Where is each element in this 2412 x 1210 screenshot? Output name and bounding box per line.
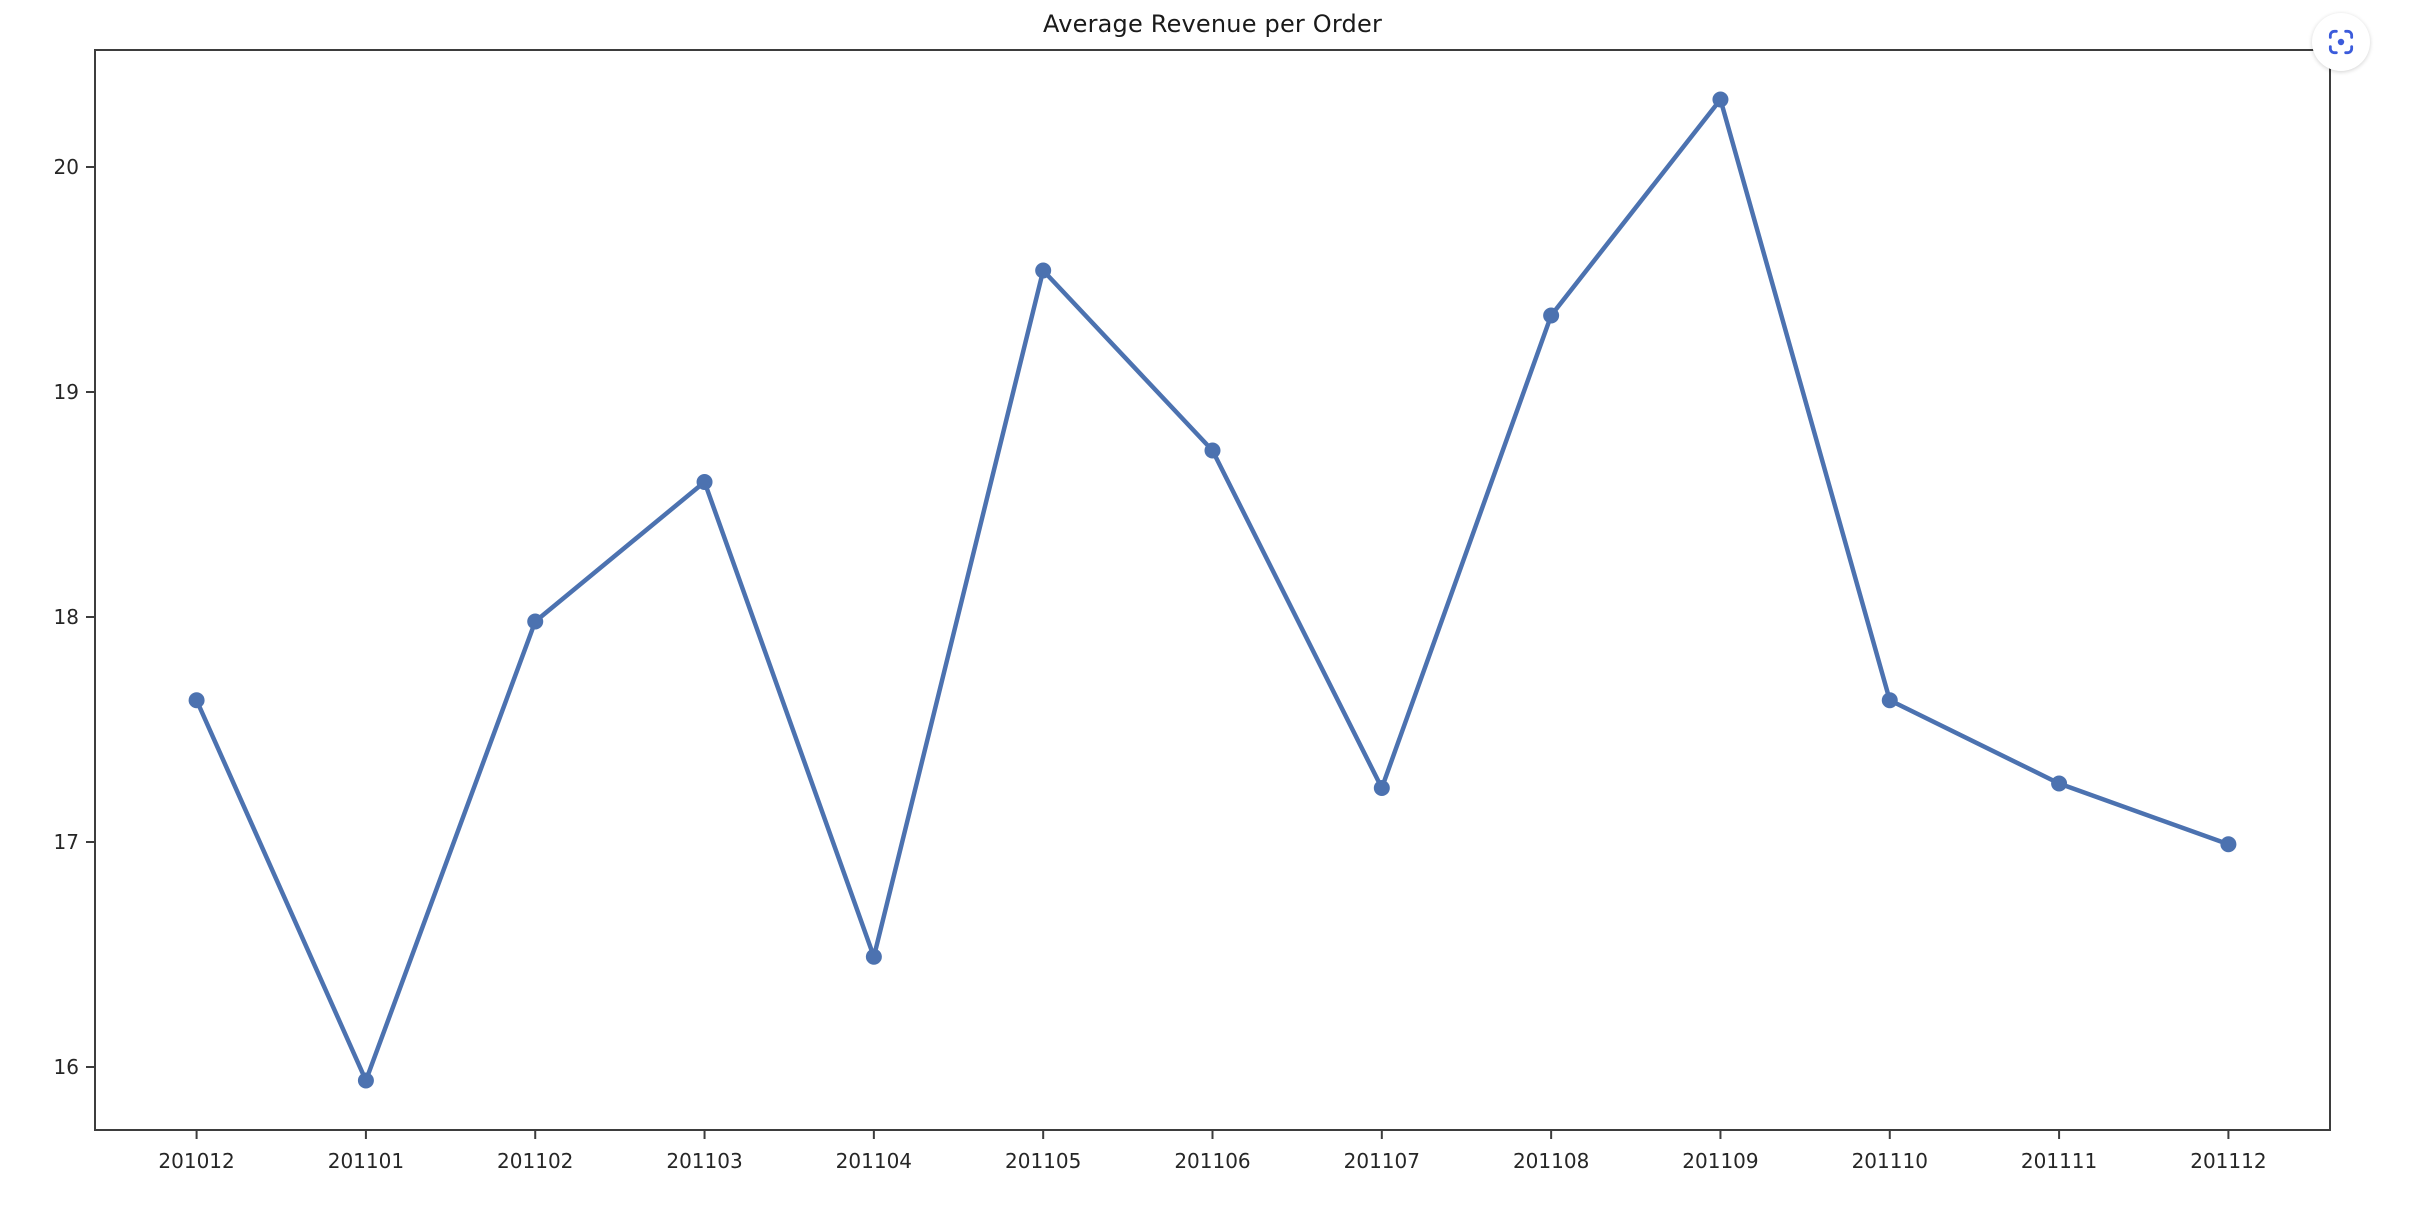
data-point [1035, 262, 1052, 279]
data-point [2220, 836, 2237, 853]
x-tick-label: 201105 [1005, 1149, 1081, 1173]
y-tick-label: 16 [54, 1055, 79, 1079]
focus-frame-icon [2328, 29, 2354, 55]
x-tick-label: 201102 [497, 1149, 573, 1173]
x-tick-label: 201104 [836, 1149, 912, 1173]
data-point [1543, 307, 1560, 324]
x-tick-label: 201101 [328, 1149, 404, 1173]
data-point [188, 692, 205, 709]
x-tick-label: 201012 [158, 1149, 234, 1173]
data-point [1204, 442, 1221, 459]
x-tick-label: 201103 [666, 1149, 742, 1173]
revenue-line [194, 97, 2231, 1083]
chart-title: Average Revenue per Order [1042, 10, 1383, 38]
x-tick-label: 201110 [1852, 1149, 1928, 1173]
data-point [357, 1072, 374, 1089]
x-tick-label: 201112 [2190, 1149, 2266, 1173]
data-point [2051, 775, 2068, 792]
data-point [865, 948, 882, 965]
data-point [696, 474, 713, 490]
y-tick-label: 17 [54, 830, 79, 854]
x-tick-label: 201107 [1344, 1149, 1420, 1173]
y-tick-label: 19 [54, 380, 79, 404]
plot-border [94, 49, 2331, 1131]
data-point [527, 613, 544, 630]
data-point [1712, 91, 1729, 108]
y-tick-label: 18 [54, 605, 79, 629]
region-capture-button[interactable] [2312, 13, 2370, 71]
data-point [1373, 780, 1390, 796]
x-tick-label: 201109 [1682, 1149, 1758, 1173]
data-point [1881, 692, 1898, 709]
x-tick-label: 201108 [1513, 1149, 1589, 1173]
x-tick-label: 201106 [1174, 1149, 1250, 1173]
y-tick-label: 20 [54, 155, 79, 179]
x-tick-label: 201111 [2021, 1149, 2097, 1173]
focus-center-dot [2337, 38, 2345, 46]
